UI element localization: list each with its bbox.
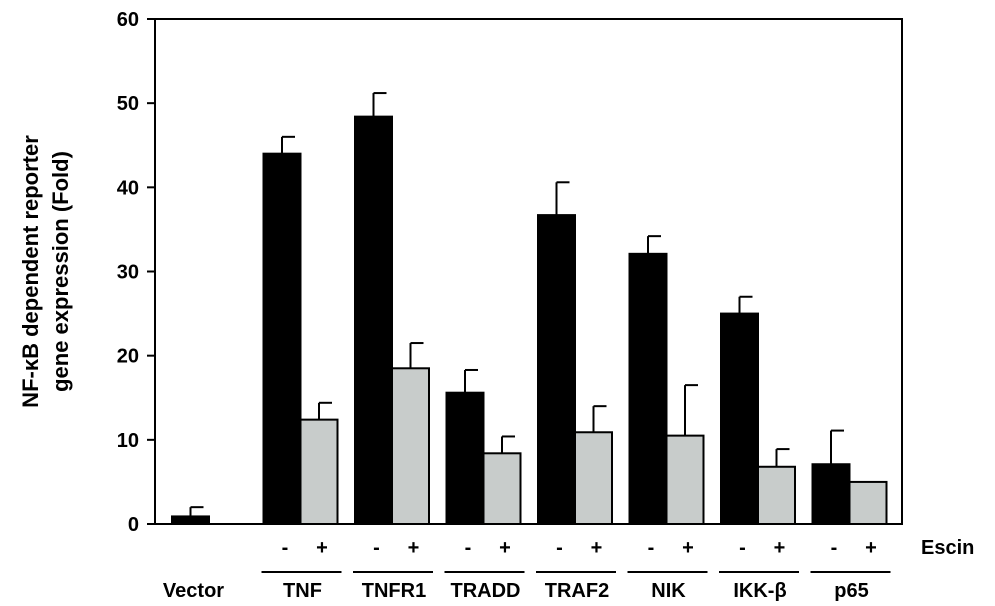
bar-untreated (537, 214, 576, 525)
bar-untreated (811, 463, 851, 526)
x-axis-labels: Vector - + TNF - + TNFR1 - + TRADD - + TRAF2 - + NIK - + I… (163, 537, 891, 602)
y-axis-title-line-1: NF-κB dependent reporter (18, 135, 43, 408)
escin-sign: - (373, 537, 380, 559)
escin-sign: - (648, 537, 655, 559)
escin-sign: + (316, 537, 328, 559)
group-label: p65 (834, 580, 868, 602)
group-label: TRADD (451, 580, 521, 602)
bar-escin (848, 480, 888, 525)
y-tick-label: 10 (117, 430, 139, 452)
escin-sign: + (774, 537, 786, 559)
group-label: NIK (651, 580, 686, 602)
bars (171, 115, 888, 526)
plot-border (154, 18, 903, 525)
y-tick-label: 40 (117, 177, 139, 199)
bar-escin (574, 431, 613, 525)
bar-untreated (262, 152, 302, 526)
escin-sign: - (282, 537, 289, 559)
escin-sign: + (499, 537, 511, 559)
escin-sign: - (739, 537, 746, 559)
bar-untreated (171, 515, 210, 525)
escin-sign: + (682, 537, 694, 559)
bar-escin (391, 367, 430, 525)
y-axis-title: NF-κB dependent reporter gene expression… (18, 135, 73, 408)
y-axis-title-line-2: gene expression (Fold) (48, 151, 73, 392)
y-tick-label: 60 (117, 9, 139, 31)
escin-sign: + (591, 537, 603, 559)
bar-untreated (628, 252, 668, 525)
group-label: TNF (283, 580, 322, 602)
escin-sign: - (831, 537, 838, 559)
escin-sign: - (556, 537, 563, 559)
group-label: Vector (163, 580, 224, 602)
bar-untreated (354, 115, 393, 525)
bar-untreated (720, 312, 759, 526)
escin-sign: - (465, 537, 472, 559)
bar-escin (299, 418, 339, 525)
escin-sign: + (408, 537, 420, 559)
bar-escin (757, 465, 796, 525)
group-label: TNFR1 (362, 580, 426, 602)
error-bars (189, 92, 844, 517)
bar-escin (665, 434, 705, 525)
y-tick-label: 20 (117, 346, 139, 368)
y-tick-label: 50 (117, 93, 139, 115)
escin-sign: + (865, 537, 877, 559)
escin-treatment-label: Escin (921, 537, 974, 559)
y-tick-label: 0 (128, 514, 139, 536)
y-tick-label: 30 (117, 262, 139, 284)
plot-frame (154, 18, 903, 525)
y-axis-ticks: 0 10 20 30 40 50 60 (117, 9, 155, 536)
group-label: TRAF2 (545, 580, 609, 602)
bar-escin (482, 452, 522, 525)
bar-untreated (445, 391, 485, 526)
group-label: IKK-β (733, 580, 786, 602)
